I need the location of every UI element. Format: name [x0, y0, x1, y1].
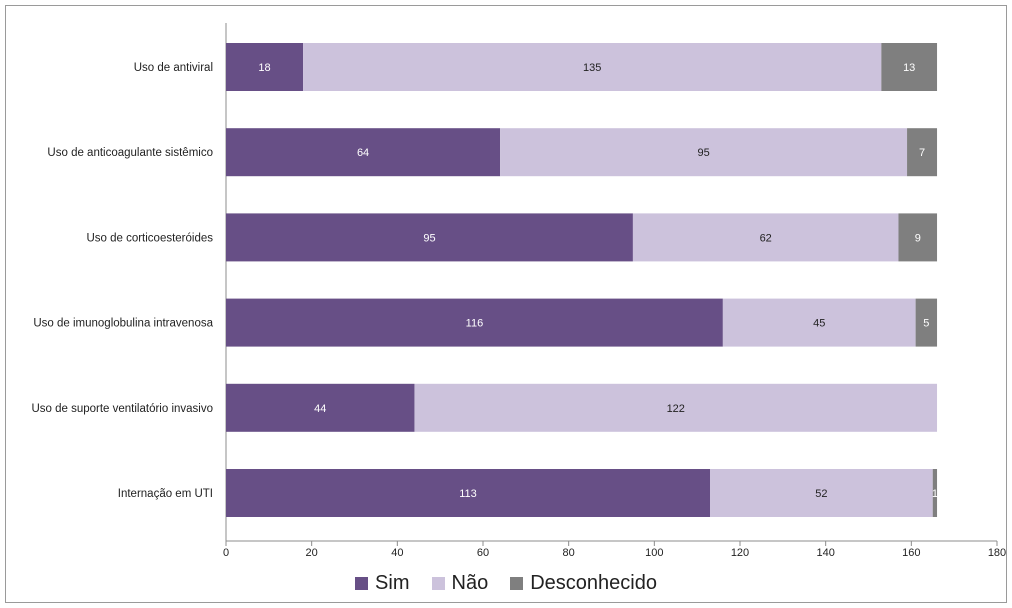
category-label: Uso de suporte ventilatório invasivo: [31, 403, 213, 415]
x-tick-label: 160: [902, 547, 920, 559]
bar-sim: [226, 383, 415, 432]
stacked-bar-chart: 0 20 40 60 80 100 120 140 160 180 Uso de antiviral…: [31, 23, 1006, 559]
chart-legend: Sim Não Desconhecido: [0, 566, 1012, 600]
bar-nao: [303, 43, 882, 91]
legend-swatch-nao: [431, 576, 445, 590]
bar-nao: [632, 213, 899, 262]
bar-nao: [414, 383, 938, 432]
legend-label-nao: Não: [451, 571, 489, 594]
x-tick-label: 80: [563, 547, 575, 559]
x-tick-label: 180: [988, 547, 1006, 559]
x-tick-label: 60: [477, 547, 489, 559]
x-tick-label: 0: [223, 547, 229, 559]
data-label-desconhecido: 13: [903, 62, 915, 74]
data-label-nao: 122: [667, 403, 685, 415]
bar-sim: [226, 128, 501, 177]
data-label-nao: 62: [760, 232, 772, 244]
x-tick-label: 140: [816, 547, 834, 559]
data-label-sim: 64: [357, 147, 369, 159]
data-label-sim: 116: [466, 318, 484, 330]
data-label-desconhecido: 1: [932, 488, 938, 500]
data-label-desconhecido: 7: [919, 147, 925, 159]
legend-label-desconhecido: Desconhecido: [530, 571, 657, 594]
x-tick-label: 20: [306, 547, 318, 559]
bar-desconhecido: [898, 213, 938, 262]
x-tick-label: 100: [645, 547, 663, 559]
data-label-sim: 18: [258, 62, 270, 74]
data-label-sim: 95: [423, 232, 435, 244]
legend-swatch-desconhecido: [510, 576, 524, 590]
bar-desconhecido: [881, 43, 938, 91]
bar-nao: [710, 469, 933, 517]
legend-item-nao: Não: [431, 571, 489, 595]
bar-sim: [226, 298, 723, 347]
data-label-sim: 113: [459, 488, 477, 500]
bar-desconhecido: [907, 128, 938, 177]
bar-nao: [500, 128, 908, 177]
data-label-nao: 45: [813, 318, 825, 330]
bar-sim: [226, 469, 711, 517]
data-label-desconhecido: 9: [915, 232, 921, 244]
x-tick-label: 120: [731, 547, 749, 559]
bar-sim: [226, 213, 633, 262]
data-label-sim: 44: [314, 403, 326, 415]
data-label-nao: 52: [815, 488, 827, 500]
x-tick-label: 40: [391, 547, 403, 559]
category-label: Uso de imunoglobulina intravenosa: [33, 318, 213, 330]
bar-nao: [722, 298, 916, 347]
category-label: Uso de anticoagulante sistêmico: [47, 147, 213, 159]
bar-desconhecido: [932, 469, 938, 517]
legend-swatch-sim: [355, 576, 369, 590]
category-label: Uso de corticoesteróides: [86, 232, 213, 244]
category-label: Internação em UTI: [118, 488, 213, 500]
legend-item-sim: Sim: [355, 571, 410, 595]
category-label: Uso de antiviral: [134, 62, 213, 74]
data-label-nao: 135: [583, 62, 601, 74]
legend-item-desconhecido: Desconhecido: [510, 572, 657, 595]
data-label-desconhecido: 5: [923, 318, 929, 330]
legend-label-sim: Sim: [375, 571, 410, 594]
bar-sim: [226, 43, 304, 91]
data-label-nao: 95: [697, 147, 709, 159]
bar-desconhecido: [915, 298, 938, 347]
